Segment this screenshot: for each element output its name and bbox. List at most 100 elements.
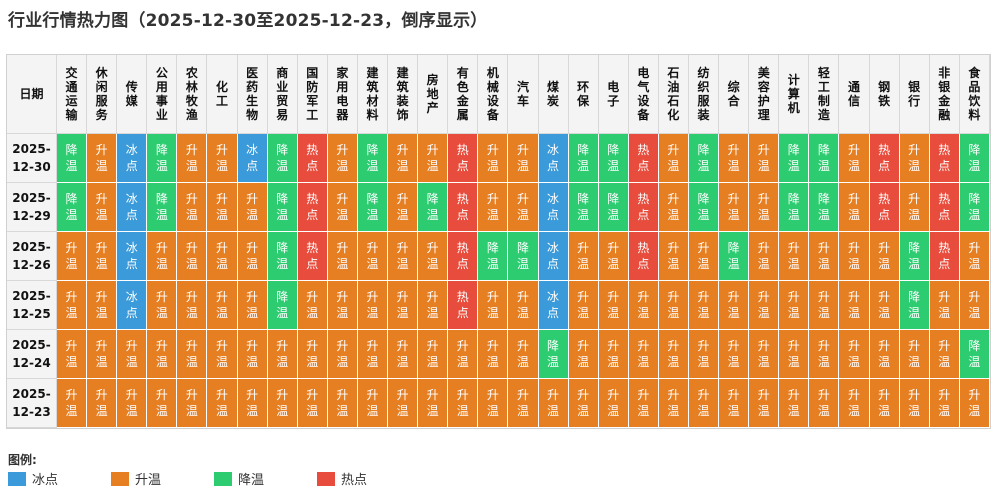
heatmap-cell: 升温 (207, 330, 238, 379)
heatmap-cell: 升温 (478, 134, 509, 183)
heatmap-cell: 升温 (297, 379, 328, 428)
heatmap-cell: 升温 (719, 134, 750, 183)
column-header: 机械设备 (478, 55, 509, 134)
heatmap-cell: 升温 (628, 281, 659, 330)
legend-item: 热点 (317, 469, 420, 488)
column-header: 环保 (568, 55, 599, 134)
heatmap-cell: 冰点 (538, 232, 569, 281)
heatmap-cell: 升温 (87, 232, 118, 281)
legend-swatch (214, 471, 232, 486)
heatmap-cell: 升温 (207, 232, 238, 281)
heatmap-cell: 升温 (147, 281, 178, 330)
heatmap-cell: 升温 (959, 232, 990, 281)
heatmap-cell: 升温 (869, 330, 900, 379)
heatmap-cell: 升温 (658, 232, 689, 281)
heatmap-cell: 热点 (929, 183, 960, 232)
heatmap-cell: 升温 (929, 379, 960, 428)
heatmap-cell: 升温 (749, 232, 780, 281)
heatmap-cell: 降温 (809, 134, 840, 183)
heatmap-cell: 热点 (628, 134, 659, 183)
legend-label: 升温 (135, 473, 162, 488)
heatmap-cell: 升温 (478, 379, 509, 428)
heatmap-cell: 降温 (598, 183, 629, 232)
heatmap-cell: 升温 (57, 330, 88, 379)
heatmap-cell: 升温 (297, 281, 328, 330)
heatmap-cell: 降温 (899, 281, 930, 330)
heatmap-cell: 热点 (448, 232, 479, 281)
heatmap-cell: 升温 (779, 330, 810, 379)
heatmap-cell: 热点 (297, 134, 328, 183)
column-header: 房地产 (418, 55, 449, 134)
heatmap-cell: 降温 (959, 330, 990, 379)
heatmap-cell: 升温 (929, 330, 960, 379)
heatmap-cell: 升温 (719, 281, 750, 330)
heatmap-cell: 升温 (839, 379, 870, 428)
heatmap-cell: 降温 (57, 134, 88, 183)
heatmap-cell: 升温 (357, 330, 389, 379)
heatmap-cell: 热点 (448, 281, 479, 330)
heatmap-grid: 日期 交通运输 休闲服务 传媒 公用事业 农林牧渔 化工 医药生物 商业贸易 国防军工 家用电器 建筑… (6, 54, 991, 429)
column-header: 化工 (207, 55, 238, 134)
heatmap-cell: 降温 (719, 232, 750, 281)
heatmap-cell: 升温 (177, 134, 208, 183)
heatmap-cell: 升温 (628, 379, 659, 428)
heatmap-cell: 升温 (418, 281, 449, 330)
heatmap-cell: 升温 (869, 281, 900, 330)
heatmap-cell: 升温 (658, 379, 689, 428)
column-header: 建筑装饰 (388, 55, 419, 134)
heatmap-cell: 热点 (448, 183, 479, 232)
heatmap-cell: 升温 (177, 232, 208, 281)
heatmap-cell: 升温 (418, 379, 449, 428)
heatmap-cell: 冰点 (538, 183, 569, 232)
heatmap-cell: 升温 (508, 379, 539, 428)
heatmap-cell: 升温 (357, 232, 389, 281)
heatmap-cell: 冰点 (538, 134, 569, 183)
legend-label: 冰点 (32, 473, 59, 488)
legend-item: 降温 (214, 469, 317, 488)
heatmap-cell: 降温 (959, 134, 990, 183)
heatmap-cell: 升温 (839, 183, 870, 232)
heatmap-cell: 升温 (508, 330, 539, 379)
heatmap-cell: 升温 (207, 281, 238, 330)
heatmap-cell: 升温 (658, 183, 689, 232)
heatmap-cell: 降温 (147, 183, 178, 232)
heatmap-cell: 升温 (839, 281, 870, 330)
chart-title: 行业行情热力图（2025-12-30至2025-12-23，倒序显示） (8, 11, 488, 31)
heatmap-cell: 升温 (598, 232, 629, 281)
heatmap-cell: 升温 (598, 379, 629, 428)
legend: 冰点 升温 降温 热点 (8, 469, 420, 488)
heatmap-cell: 升温 (598, 330, 629, 379)
heatmap-cell: 热点 (297, 183, 328, 232)
heatmap-cell: 升温 (327, 134, 358, 183)
heatmap-cell: 升温 (357, 379, 389, 428)
heatmap-cell: 升温 (719, 330, 750, 379)
heatmap-cell: 冰点 (117, 134, 148, 183)
heatmap-cell: 升温 (237, 379, 268, 428)
heatmap-cell: 升温 (267, 330, 298, 379)
column-header: 纺织服装 (688, 55, 720, 134)
heatmap-cell: 升温 (207, 183, 238, 232)
legend-swatch (111, 471, 129, 486)
heatmap-cell: 升温 (327, 281, 358, 330)
heatmap-cell: 升温 (658, 134, 689, 183)
row-date-label: 2025- 12-24 (7, 330, 57, 379)
heatmap-cell: 升温 (869, 232, 900, 281)
column-header: 食品饮料 (959, 55, 990, 134)
heatmap-cell: 热点 (628, 183, 659, 232)
heatmap-cell: 升温 (297, 330, 328, 379)
heatmap-cell: 升温 (207, 134, 238, 183)
heatmap-cell: 降温 (568, 183, 599, 232)
column-header: 传媒 (117, 55, 148, 134)
legend-swatch (8, 471, 26, 486)
heatmap-cell: 热点 (448, 134, 479, 183)
row-date-label: 2025- 12-26 (7, 232, 57, 281)
heatmap-cell: 升温 (87, 281, 118, 330)
heatmap-cell: 升温 (568, 232, 599, 281)
heatmap-cell: 升温 (117, 379, 148, 428)
heatmap-cell: 升温 (749, 281, 780, 330)
heatmap-cell: 降温 (688, 134, 720, 183)
heatmap-cell: 升温 (418, 134, 449, 183)
heatmap-cell: 升温 (388, 183, 419, 232)
heatmap-cell: 降温 (147, 134, 178, 183)
heatmap-cell: 升温 (628, 330, 659, 379)
